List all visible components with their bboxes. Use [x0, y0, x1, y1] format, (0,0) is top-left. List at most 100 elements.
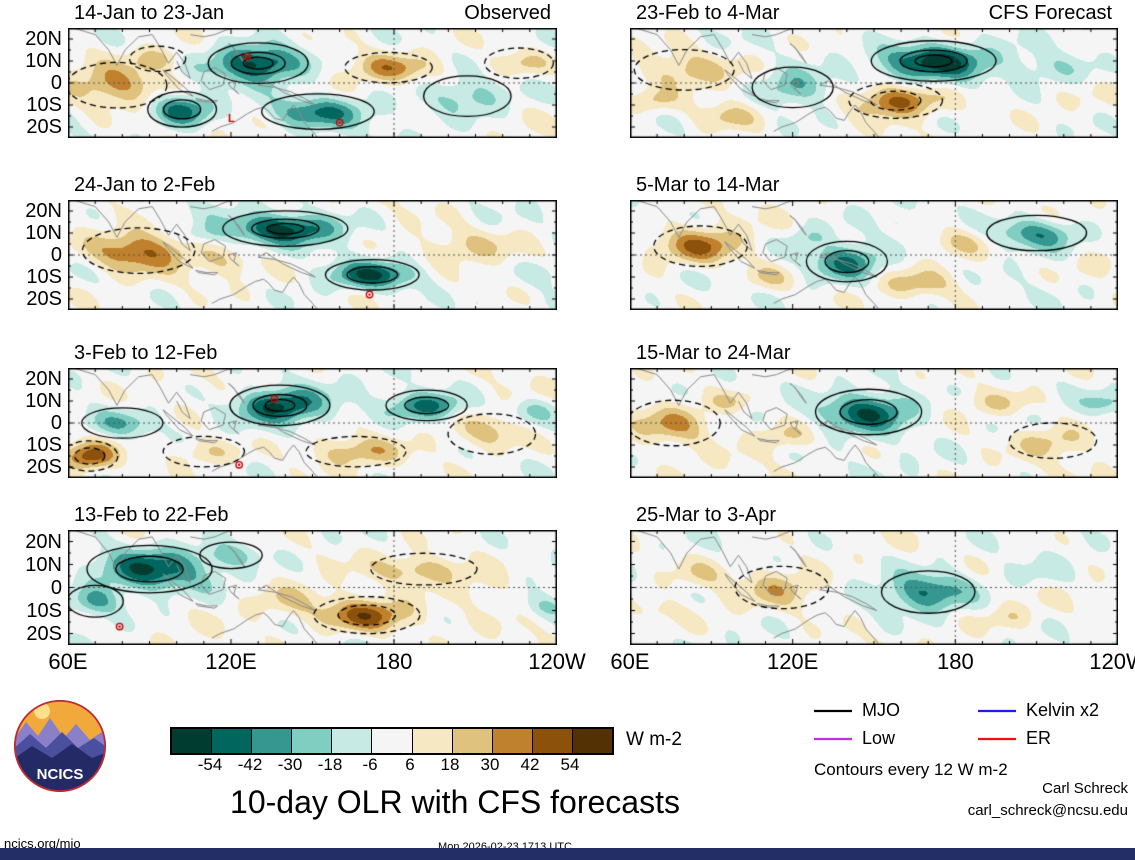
map-panel	[68, 530, 557, 645]
colorbar-cell	[332, 729, 373, 753]
olr-anomaly-map	[630, 530, 1118, 645]
map-panel	[68, 28, 557, 138]
map-panel	[630, 28, 1118, 138]
panel-title: 3-Feb to 12-Feb	[74, 342, 218, 364]
colorbar-cell	[492, 729, 533, 753]
lon-tick-label: 120E	[205, 649, 257, 674]
credit-email: carl_schreck@ncsu.edu	[967, 802, 1128, 819]
legend-line	[978, 709, 1016, 712]
logo-text: NCICS	[37, 766, 84, 783]
colorbar-tick-label: -42	[237, 755, 263, 774]
lat-tick-label: 10N	[25, 50, 62, 72]
page-title: 10-day OLR with CFS forecasts	[230, 784, 680, 820]
site-url: ncics.org/mjo	[4, 836, 81, 851]
lat-tick-label: 20N	[25, 368, 62, 390]
lat-tick-label: 10N	[25, 553, 62, 576]
logo-mountains-near	[15, 744, 105, 791]
colorbar-cell	[572, 729, 613, 753]
panel-title: 15-Mar to 24-Mar	[636, 342, 791, 364]
lat-tick-label: 10S	[26, 94, 62, 116]
colorbar-units: W m-2	[626, 729, 682, 750]
panel-title: 13-Feb to 22-Feb	[74, 504, 229, 526]
ncics-logo-graphic: NCICS	[14, 700, 106, 792]
lat-tick-label: 10N	[25, 222, 62, 244]
legend-label: Low	[862, 728, 896, 748]
olr-anomaly-map	[68, 28, 557, 138]
lat-tick-label: 20S	[26, 622, 62, 645]
panel-title: 25-Mar to 3-Apr	[636, 504, 777, 526]
colorbar-tick-label: -18	[317, 755, 343, 774]
lat-tick-label: 10S	[26, 599, 62, 622]
lat-tick-label: 0	[50, 72, 62, 94]
colorbar-cell	[212, 729, 253, 753]
lat-tick-label: 10N	[25, 390, 62, 412]
olr-anomaly-map	[630, 200, 1118, 310]
lon-tick-label: 120E	[766, 649, 819, 674]
colorbar-tick-label: -54	[197, 755, 223, 774]
colorbar-cell	[292, 729, 333, 753]
colorbar-tick-label: -6	[362, 755, 378, 774]
colorbar-cell	[172, 729, 213, 753]
panel-title: 14-Jan to 23-Jan	[74, 2, 225, 24]
olr-anomaly-map	[630, 28, 1118, 138]
lon-tick-label: 180	[375, 649, 413, 674]
colorbar-tick-label: 30	[480, 755, 500, 774]
ncics-logo: NCICS	[12, 698, 108, 794]
colorbar-cell	[252, 729, 293, 753]
colorbar-cell	[412, 729, 453, 753]
panel-title: 24-Jan to 2-Feb	[74, 174, 216, 196]
lon-tick-label: 60E	[610, 649, 650, 674]
legend-line	[814, 709, 852, 712]
legend-note: Contours every 12 W m-2	[814, 760, 1008, 779]
olr-anomaly-map	[68, 200, 557, 310]
colorbar-tick-label: 42	[520, 755, 540, 774]
lon-tick-label: 120W	[1089, 649, 1135, 674]
legend-item-kelvin-x2: Kelvin x2	[978, 700, 1099, 721]
lat-tick-label: 20N	[25, 200, 62, 222]
lat-tick-label: 20S	[26, 288, 62, 310]
legend-line	[814, 737, 852, 740]
map-panel	[630, 530, 1118, 645]
lat-tick-label: 20S	[26, 456, 62, 478]
colorbar-tick-label: 18	[440, 755, 460, 774]
map-panel	[630, 200, 1118, 310]
lon-tick-label: 120W	[528, 649, 586, 674]
bottom-bar	[0, 848, 1135, 860]
olr-anomaly-map	[68, 530, 557, 645]
legend-line	[978, 737, 1016, 740]
lat-tick-label: 0	[50, 412, 62, 434]
legend-label: Kelvin x2	[1026, 700, 1100, 720]
contour-legend: Contours every 12 W m-2 MJO Kelvin x2 Low E…	[806, 700, 1135, 820]
map-panel	[68, 368, 557, 478]
map-panel	[630, 368, 1118, 478]
lon-tick-label: 180	[936, 649, 974, 674]
colorbar-tick-label: 54	[560, 755, 580, 774]
lat-tick-label: 20N	[25, 28, 62, 50]
panel-corner-label: CFS Forecast	[988, 2, 1112, 24]
colorbar-cell	[452, 729, 493, 753]
legend-item-low: Low	[814, 728, 895, 749]
lat-tick-label: 0	[50, 576, 62, 599]
colorbar-cell	[532, 729, 573, 753]
credit-name: Carl Schreck	[1042, 780, 1128, 797]
panel-corner-label: Observed	[464, 2, 551, 24]
lat-tick-label: 10S	[26, 266, 62, 288]
lat-tick-label: 10S	[26, 434, 62, 456]
legend-item-mjo: MJO	[814, 700, 900, 721]
lon-tick-label: 60E	[48, 649, 88, 674]
legend-label: ER	[1026, 728, 1052, 748]
legend-label: MJO	[862, 700, 900, 720]
legend-item-er: ER	[978, 728, 1051, 749]
colorbar-tick-labels: -54 -42 -30 -18 -6 6 18 30 42 54	[170, 755, 610, 775]
colorbar-tick-label: 6	[405, 755, 415, 774]
lat-tick-label: 0	[50, 244, 62, 266]
panel-title: 23-Feb to 4-Mar	[636, 2, 780, 24]
logo-ring	[14, 700, 106, 792]
lat-tick-label: 20S	[26, 116, 62, 138]
colorbar-cell	[372, 729, 413, 753]
panel-title: 5-Mar to 14-Mar	[636, 174, 780, 196]
colorbar-tick-label: -30	[277, 755, 303, 774]
colorbar	[170, 727, 614, 755]
olr-anomaly-map	[630, 368, 1118, 478]
